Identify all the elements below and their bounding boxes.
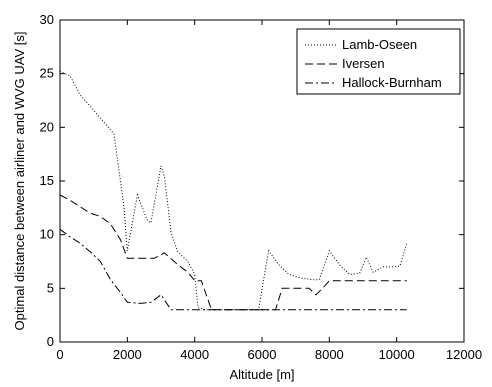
x-tick-label: 12000	[446, 347, 482, 362]
x-tick-label: 0	[56, 347, 63, 362]
series-lines	[59, 71, 408, 311]
x-tick-label: 4000	[180, 347, 209, 362]
y-tick-label: 5	[47, 280, 54, 295]
y-axis-label: Optimal distance between airliner and WV…	[12, 32, 27, 331]
x-axis-label: Altitude [m]	[229, 367, 294, 382]
x-tick-label: 8000	[315, 347, 344, 362]
x-tick-label: 2000	[113, 347, 142, 362]
y-tick-label: 10	[40, 227, 54, 242]
x-tick-label: 6000	[248, 347, 277, 362]
tick-labels: 0 2000 4000 6000 8000 10000 12000 0 5 10 15 20 25 30	[40, 12, 483, 362]
series-line-2	[59, 228, 407, 311]
y-tick-label: 25	[40, 66, 54, 81]
y-tick-label: 30	[40, 12, 54, 27]
legend: Lamb-Oseen Iversen Hallock-Burnham	[296, 28, 461, 95]
y-tick-label: 15	[40, 173, 54, 188]
x-tick-label: 10000	[379, 347, 415, 362]
legend-label-1: Iversen	[342, 56, 385, 71]
series-line-1	[59, 194, 407, 311]
legend-label-0: Lamb-Oseen	[342, 37, 417, 52]
plot-frame	[59, 19, 465, 343]
y-tick-label: 0	[47, 334, 54, 349]
series-line-0	[59, 71, 408, 311]
legend-label-2: Hallock-Burnham	[342, 75, 442, 90]
y-tick-label: 20	[40, 119, 54, 134]
